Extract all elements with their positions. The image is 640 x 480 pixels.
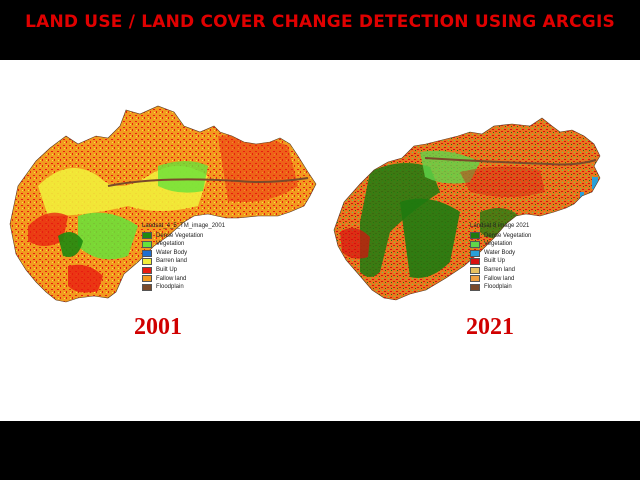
legend-2021: Landsat 8 image 2021 Dense Vegetation Ve… bbox=[470, 222, 531, 292]
legend-2001: Landsat_4_5_TM_image_2001 Dense Vegetati… bbox=[142, 222, 225, 292]
legend-swatch bbox=[470, 240, 480, 248]
legend-label: Barren land bbox=[484, 266, 516, 273]
lulc-map-2021 bbox=[333, 117, 601, 301]
legend-label: Floodplain bbox=[484, 284, 512, 291]
legend-swatch bbox=[142, 249, 152, 257]
slide-title: LAND USE / LAND COVER CHANGE DETECTION U… bbox=[25, 12, 615, 32]
legend-swatch bbox=[142, 266, 152, 274]
year-label-2001: 2001 bbox=[134, 314, 182, 340]
legend-item: Fallow land bbox=[142, 275, 225, 284]
legend-label: Built Up bbox=[156, 266, 178, 273]
legend-item: Vegetation bbox=[470, 240, 531, 249]
legend-item: Fallow land bbox=[470, 275, 531, 284]
legend-label: Vegetation bbox=[156, 241, 185, 248]
legend-item: Dense Vegetation bbox=[142, 232, 225, 241]
legend-item: Built Up bbox=[470, 257, 531, 266]
lulc-map-2001 bbox=[9, 105, 317, 303]
legend-item: Vegetation bbox=[142, 240, 225, 249]
legend-label: Water Body bbox=[484, 249, 516, 256]
legend-label: Vegetation bbox=[484, 241, 513, 248]
legend-label: Fallow land bbox=[156, 275, 187, 282]
legend-label: Barren land bbox=[156, 258, 188, 265]
legend-item: Water Body bbox=[142, 249, 225, 258]
legend-swatch bbox=[470, 266, 480, 274]
legend-swatch bbox=[142, 283, 152, 291]
year-label-2021: 2021 bbox=[466, 314, 514, 340]
legend-title-2021: Landsat 8 image 2021 bbox=[470, 223, 530, 229]
legend-swatch bbox=[142, 240, 152, 248]
legend-swatch bbox=[142, 258, 152, 266]
legend-item: Built Up bbox=[142, 266, 225, 275]
legend-item: Water Body bbox=[470, 249, 531, 258]
legend-swatch bbox=[470, 258, 480, 266]
legend-label: Fallow land bbox=[484, 275, 515, 282]
legend-swatch bbox=[142, 232, 152, 240]
legend-item: Dense Vegetation bbox=[470, 232, 531, 241]
legend-item: Floodplain bbox=[142, 283, 225, 292]
legend-label: Dense Vegetation bbox=[484, 232, 532, 239]
legend-label: Water Body bbox=[156, 249, 188, 256]
legend-item: Barren land bbox=[142, 257, 225, 266]
legend-swatch bbox=[470, 275, 480, 283]
legend-title-2001: Landsat_4_5_TM_image_2001 bbox=[142, 223, 226, 229]
legend-swatch bbox=[470, 232, 480, 240]
legend-swatch bbox=[470, 249, 480, 257]
legend-item: Barren land bbox=[470, 266, 531, 275]
legend-label: Built Up bbox=[484, 258, 506, 265]
legend-swatch bbox=[470, 283, 480, 291]
legend-label: Dense Vegetation bbox=[156, 232, 204, 239]
legend-swatch bbox=[142, 275, 152, 283]
legend-label: Floodplain bbox=[156, 284, 184, 291]
legend-item: Floodplain bbox=[470, 283, 531, 292]
